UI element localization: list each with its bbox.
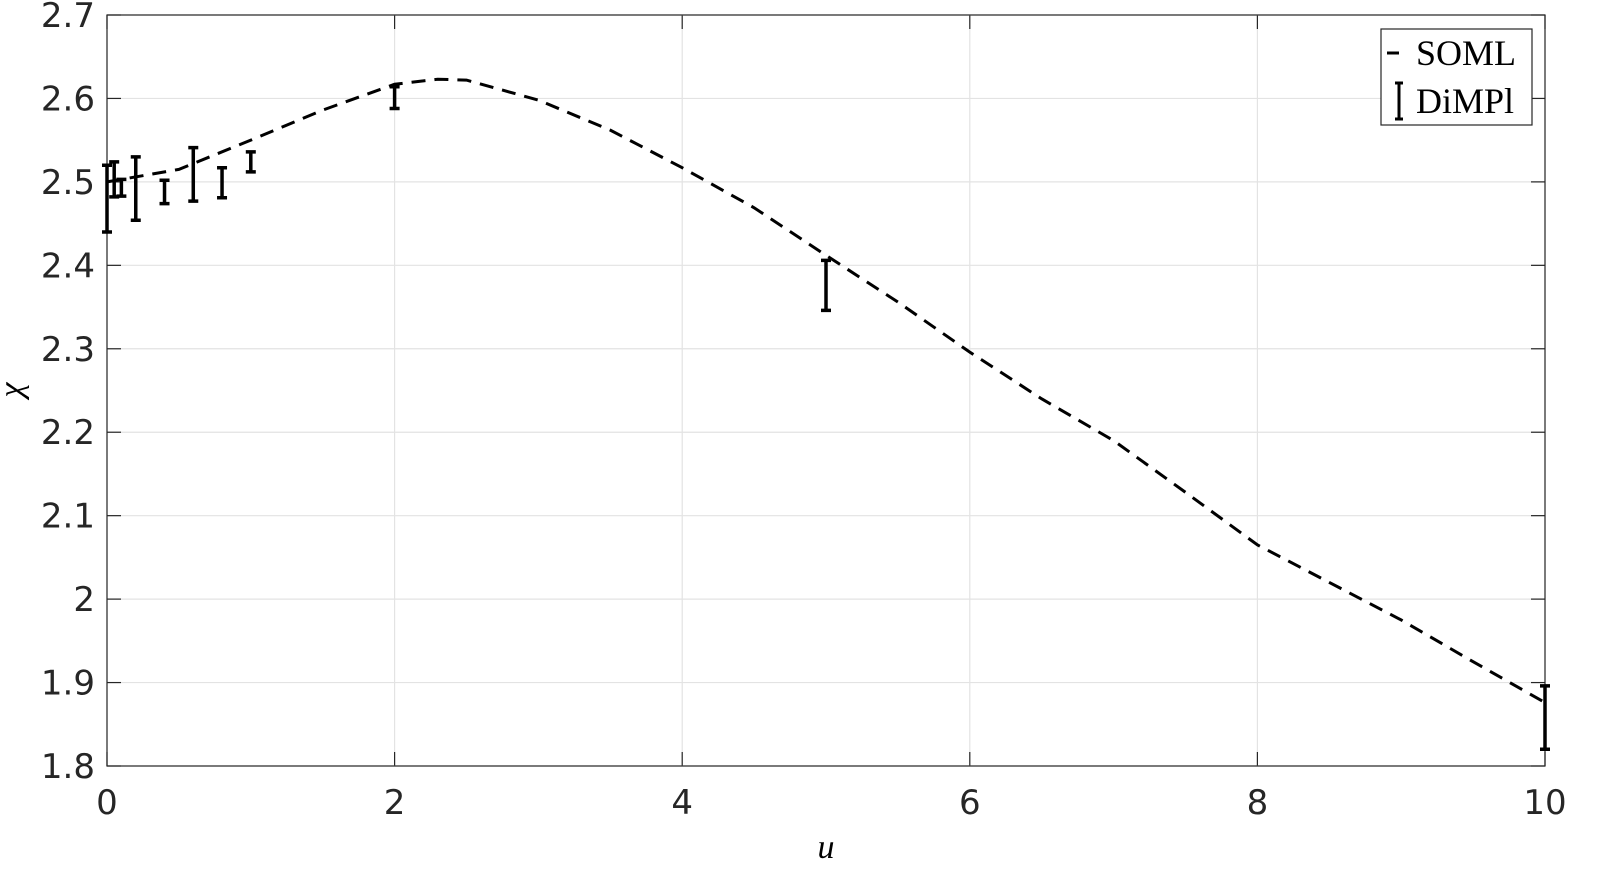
x-tick-label: 6 [959, 783, 981, 823]
y-tick-label: 2 [73, 580, 95, 620]
error-bar [245, 150, 256, 174]
y-tick-label: 1.8 [41, 747, 95, 787]
error-bar [116, 177, 127, 198]
error-bar [1540, 684, 1550, 752]
legend-label: DiMPl [1416, 81, 1514, 121]
legend-label: SOML [1416, 33, 1516, 73]
x-tick-label: 0 [96, 783, 118, 823]
y-tick-label: 2.4 [41, 246, 95, 286]
error-bar [217, 165, 228, 200]
y-tick-label: 2.1 [41, 497, 95, 537]
x-tick-label: 4 [671, 783, 693, 823]
x-tick-label: 10 [1523, 783, 1566, 823]
error-bar [130, 155, 141, 223]
y-tick-label: 2.6 [41, 79, 95, 119]
y-tick-label: 1.9 [41, 664, 95, 704]
x-tick-label: 2 [384, 783, 406, 823]
error-bar [159, 178, 170, 206]
y-tick-label: 2.3 [41, 330, 95, 370]
error-bar [389, 85, 400, 111]
y-tick-label: 2.7 [41, 0, 95, 36]
y-tick-label: 2.5 [41, 163, 95, 203]
legend-swatch [1395, 81, 1403, 121]
x-axis-label: u [818, 829, 835, 866]
error-bar [821, 258, 831, 313]
error-bar [188, 145, 199, 203]
x-tick-label: 8 [1247, 783, 1269, 823]
legend-box [1380, 28, 1533, 126]
y-axis-label: χ [0, 381, 30, 400]
plot-frame [106, 14, 1546, 767]
y-tick-label: 2.2 [41, 413, 95, 453]
error-bar [102, 163, 112, 234]
line-series [106, 77, 1546, 704]
